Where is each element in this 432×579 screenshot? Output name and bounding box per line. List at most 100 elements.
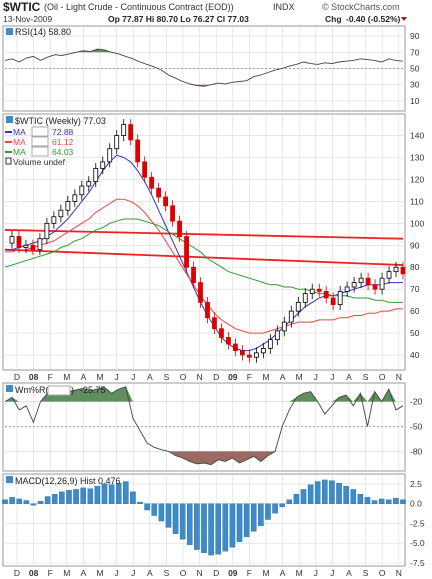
price-bar-body bbox=[351, 282, 357, 288]
price-bar-body bbox=[233, 343, 238, 352]
macd-hist-bar bbox=[378, 498, 385, 504]
macd-hist-bar bbox=[2, 499, 8, 504]
macd-hist-bar bbox=[286, 499, 293, 504]
wpr-tick-label: -50 bbox=[410, 422, 423, 432]
macd-hist-bar bbox=[172, 503, 179, 534]
x-axis-top-label: A bbox=[346, 372, 352, 382]
macd-hist-bar bbox=[108, 484, 115, 504]
wpr-line bbox=[4, 386, 404, 466]
ma-blue-line bbox=[5, 154, 403, 352]
svg-text:): ) bbox=[71, 385, 74, 395]
legend-volume: Volume undef bbox=[13, 157, 66, 167]
macd-hist-bar bbox=[258, 503, 264, 527]
price-bar-body bbox=[79, 185, 85, 196]
symbol-description: (Oil - Light Crude - Continuous Contract… bbox=[44, 2, 234, 12]
macd-hist-bar bbox=[393, 497, 399, 504]
macd-hist-bar bbox=[243, 503, 250, 538]
macd-hist-bar bbox=[144, 503, 150, 511]
price-bar-body bbox=[323, 290, 329, 299]
macd-hist-bar bbox=[158, 503, 165, 522]
price-bar-body bbox=[128, 124, 134, 141]
price-bar-body bbox=[219, 328, 224, 338]
price-bar-body bbox=[386, 271, 392, 279]
price-title: $WTIC (Weekly) 77.03 bbox=[15, 116, 106, 126]
macd-tick-label: 0.0 bbox=[410, 499, 422, 509]
price-bar-body bbox=[379, 277, 385, 290]
date-label: 13-Nov-2009 bbox=[3, 14, 52, 24]
trendline-upper bbox=[4, 229, 404, 240]
price-tick-label: 40 bbox=[410, 350, 420, 360]
x-axis-top-label: D bbox=[14, 372, 20, 382]
macd-hist-bar bbox=[80, 487, 86, 504]
price-bar-body bbox=[393, 266, 399, 273]
macd-hist-bar bbox=[350, 489, 357, 504]
ma-green-line bbox=[4, 218, 403, 303]
legend-ma-blue-value: 72.88 bbox=[52, 127, 74, 137]
x-axis-bottom-label: S bbox=[363, 568, 369, 578]
price-bar-body bbox=[226, 337, 231, 345]
price-bar-body bbox=[9, 236, 15, 244]
x-axis-top-label: 08 bbox=[29, 372, 39, 382]
price-tick-label: 120 bbox=[410, 174, 424, 184]
x-axis-top-label: M bbox=[296, 372, 303, 382]
macd-hist-bar bbox=[279, 503, 285, 508]
macd-hist-bar bbox=[272, 503, 278, 514]
x-axis-top-label: J bbox=[314, 372, 318, 382]
rsi-line bbox=[4, 48, 404, 87]
macd-hist-bar bbox=[179, 503, 186, 540]
macd-hist-bar bbox=[265, 503, 271, 520]
price-bar-body bbox=[309, 288, 315, 294]
price-bar-body bbox=[358, 277, 364, 284]
price-tick-label: 70 bbox=[410, 284, 420, 294]
x-axis-bottom-label: N bbox=[396, 568, 402, 578]
x-axis-top-label: A bbox=[147, 372, 153, 382]
macd-hist-bar bbox=[66, 490, 72, 504]
price-tick-label: 140 bbox=[410, 131, 424, 141]
price-bar-body bbox=[267, 339, 273, 349]
price-bar-body bbox=[170, 205, 175, 222]
price-bar-body bbox=[93, 168, 99, 183]
x-axis-bottom-label: D bbox=[14, 568, 20, 578]
price-bar-body bbox=[184, 236, 189, 268]
macd-hist-bar bbox=[336, 482, 342, 504]
x-axis-top-label: D bbox=[213, 372, 219, 382]
price-bar-body bbox=[337, 290, 343, 305]
price-bar-body bbox=[86, 181, 92, 187]
price-bar-body bbox=[107, 148, 113, 163]
x-axis-bottom-label: A bbox=[81, 568, 87, 578]
x-axis-bottom-label: M bbox=[262, 568, 269, 578]
x-axis-bottom-label: F bbox=[48, 568, 53, 578]
price-bar-body bbox=[65, 200, 71, 211]
x-axis-top-label: N bbox=[396, 372, 402, 382]
x-axis-bottom-label: J bbox=[314, 568, 318, 578]
price-bar-body bbox=[23, 244, 29, 248]
x-axis-bottom-label: A bbox=[280, 568, 286, 578]
macd-hist-bar bbox=[400, 499, 406, 504]
change-label: Chg bbox=[325, 14, 342, 24]
macd-hist-bar bbox=[73, 489, 79, 504]
rsi-panel bbox=[2, 25, 406, 112]
price-bar-body bbox=[205, 301, 210, 319]
macd-hist-bar bbox=[165, 503, 172, 528]
x-axis-top-label: F bbox=[247, 372, 252, 382]
macd-hist-bar bbox=[343, 486, 349, 504]
price-bar-body bbox=[30, 244, 36, 251]
price-bar-body bbox=[274, 330, 280, 341]
macd-hist-bar bbox=[44, 496, 51, 504]
macd-hist-bar bbox=[9, 497, 15, 504]
macd-hist-bar bbox=[201, 503, 207, 553]
macd-hist-bar bbox=[215, 503, 222, 555]
wpr-oversold-fill bbox=[168, 451, 276, 465]
price-bar-body bbox=[156, 187, 162, 198]
legend-ma-green-name: MA bbox=[13, 147, 26, 157]
macd-hist-bar bbox=[94, 486, 101, 504]
macd-hist-bar bbox=[364, 497, 371, 504]
x-axis-bottom-label: J bbox=[114, 568, 118, 578]
trendline-lower bbox=[4, 248, 404, 266]
change-value: -0.40 (-0.52%) bbox=[346, 14, 400, 24]
rsi-label: RSI(14) 58.80 bbox=[15, 27, 71, 37]
macd-hist-bar bbox=[371, 500, 378, 504]
x-axis-top-label: A bbox=[280, 372, 286, 382]
macd-hist-bar bbox=[208, 503, 214, 556]
